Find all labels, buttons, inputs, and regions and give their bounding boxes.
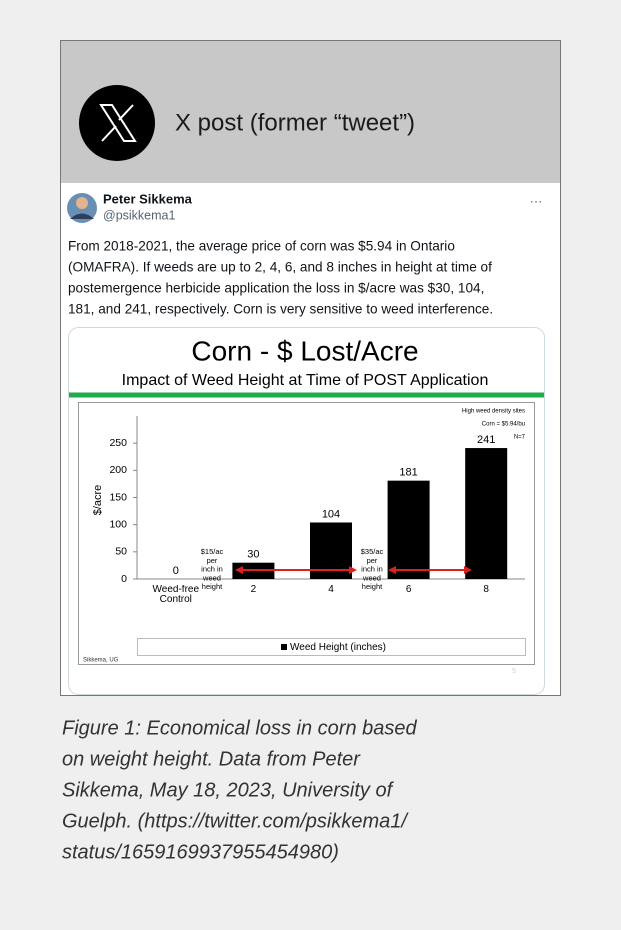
legend-box: [137, 638, 526, 656]
tweet-line: 181, and 241, respectively. Corn is very…: [68, 302, 493, 317]
legend-swatch: [281, 644, 287, 650]
chart-subtitle: Impact of Weed Height at Time of POST Ap…: [122, 372, 489, 389]
value-label: 0: [173, 565, 179, 577]
annotation-line: weed: [202, 573, 221, 582]
annotation-line: height: [362, 582, 383, 591]
annotation-line: inch in: [201, 565, 223, 574]
caption-line: Sikkema, May 18, 2023, University of: [62, 779, 395, 801]
note: N=7: [514, 435, 526, 441]
y-tick-label: 0: [121, 573, 127, 585]
legend-label: Weed Height (inches): [290, 642, 386, 653]
y-tick-label: 250: [109, 437, 127, 449]
caption: Figure 1: Economical loss in corn based o…: [62, 717, 417, 863]
caption-line: Figure 1: Economical loss in corn based: [62, 717, 417, 739]
annotation-line: weed: [362, 573, 381, 582]
value-label: 30: [247, 549, 259, 561]
annotation-line: per: [207, 556, 218, 565]
x-tick-label: 4: [328, 585, 334, 595]
annotation-line: $35/ac: [361, 547, 384, 556]
y-tick-label: 150: [109, 491, 127, 503]
caption-line: Guelph. (https://twitter.com/psikkema1/: [62, 810, 409, 832]
avatar-face: [76, 197, 88, 209]
tweet-line: (OMAFRA). If weeds are up to 2, 4, 6, an…: [68, 260, 492, 275]
arrow-head: [464, 566, 472, 574]
x-tick-label: 8: [483, 585, 489, 595]
tweet-text: From 2018-2021, the average price of cor…: [68, 239, 493, 317]
caption-line: on weight height. Data from Peter: [62, 748, 361, 770]
chart-frame: [78, 402, 535, 665]
author-handle[interactable]: @psikkema1: [103, 208, 175, 222]
chart-title: Corn - $ Lost/Acre: [191, 335, 418, 366]
x-tick-label-box: 6: [405, 585, 412, 595]
arrow-head: [349, 566, 357, 574]
x-tick-label: 6: [405, 585, 412, 595]
arrow-head: [235, 566, 243, 574]
value-label: 104: [322, 508, 340, 520]
annotation-line: height: [202, 582, 223, 591]
value-label: 241: [477, 434, 495, 446]
x-tick-label-box: 2: [250, 585, 257, 595]
note: Corn = $5.94/bu: [482, 422, 525, 428]
tweet-line: From 2018-2021, the average price of cor…: [68, 239, 455, 254]
note: High weed density sites: [462, 409, 525, 415]
x-tick-label-box: Weed-free Control: [152, 585, 200, 605]
x-logo-glyph: [118, 104, 134, 121]
y-tick-label: 100: [109, 518, 127, 530]
value-label: 181: [399, 467, 417, 479]
source: Sikkema, UG: [83, 658, 119, 664]
more-button[interactable]: ···: [530, 193, 543, 208]
x-logo-glyph: [101, 125, 117, 142]
annotation-line: $15/ac: [201, 547, 224, 556]
bar: [387, 480, 430, 579]
page-number: 5: [512, 668, 516, 675]
avatar-body: [70, 213, 94, 219]
x-tick-label-box: 4: [328, 585, 334, 595]
bar: [465, 448, 508, 579]
x-logo: [79, 85, 155, 161]
annotation-line: per: [367, 556, 378, 565]
author-name[interactable]: Peter Sikkema: [103, 191, 193, 206]
x-tick-label: Weed-free Control: [152, 585, 200, 605]
annotation-line: inch in: [361, 565, 383, 574]
x-tick-label-box: 8: [483, 585, 489, 595]
arrow-head: [388, 566, 396, 574]
y-tick-label: 200: [109, 464, 127, 476]
tweet-line: postemergence herbicide application the …: [68, 281, 484, 296]
x-tick-label: 2: [250, 585, 257, 595]
y-axis-label: $/acre: [92, 485, 104, 516]
header-title: X post (former “tweet”): [175, 109, 415, 136]
caption-line: status/1659169937955454980): [62, 841, 339, 863]
y-tick-label: 50: [115, 546, 127, 558]
x-logo-glyph: [99, 104, 137, 142]
